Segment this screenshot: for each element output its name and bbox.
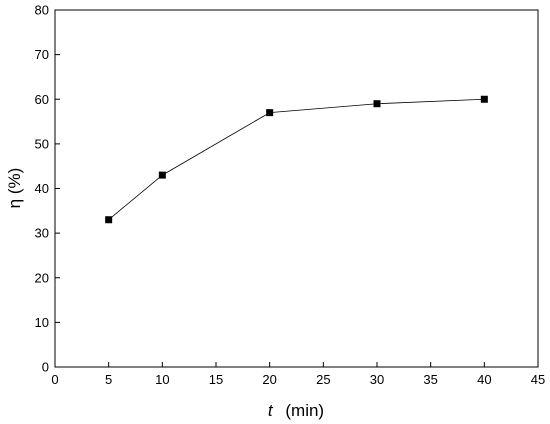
x-tick-label: 20	[262, 372, 276, 387]
x-tick-label: 45	[531, 372, 545, 387]
x-tick-label: 10	[155, 372, 169, 387]
data-point	[373, 100, 381, 108]
y-tick-label: 50	[35, 136, 49, 151]
data-point	[480, 95, 488, 103]
y-tick-label: 80	[35, 3, 49, 18]
x-axis-title: t (min)	[268, 401, 324, 420]
y-tick-label: 60	[35, 92, 49, 107]
x-tick-label: 0	[51, 372, 58, 387]
data-point	[266, 109, 274, 117]
x-axis-unit: (min)	[285, 401, 324, 420]
x-axis-variable: t	[268, 401, 274, 420]
y-tick-label: 40	[35, 181, 49, 196]
series-line	[108, 98, 485, 221]
x-tick-label: 25	[316, 372, 330, 387]
y-axis-title: η (%)	[5, 168, 24, 209]
x-tick-label: 35	[423, 372, 437, 387]
x-tick-label: 5	[105, 372, 112, 387]
y-tick-label: 0	[42, 360, 49, 375]
x-tick-label: 40	[477, 372, 491, 387]
x-axis: 0 5 10 15 20 25 30 35 40 45	[51, 362, 545, 387]
y-tick-label: 10	[35, 315, 49, 330]
y-tick-label: 20	[35, 270, 49, 285]
y-tick-label: 30	[35, 226, 49, 241]
series-layer	[105, 95, 488, 224]
y-tick-label: 70	[35, 47, 49, 62]
x-tick-label: 15	[209, 372, 223, 387]
data-point	[158, 171, 166, 179]
x-tick-label: 30	[370, 372, 384, 387]
y-axis: 0 10 20 30 40 50 60 70 80	[35, 3, 60, 375]
plot-frame	[54, 9, 539, 368]
data-point	[105, 216, 113, 224]
